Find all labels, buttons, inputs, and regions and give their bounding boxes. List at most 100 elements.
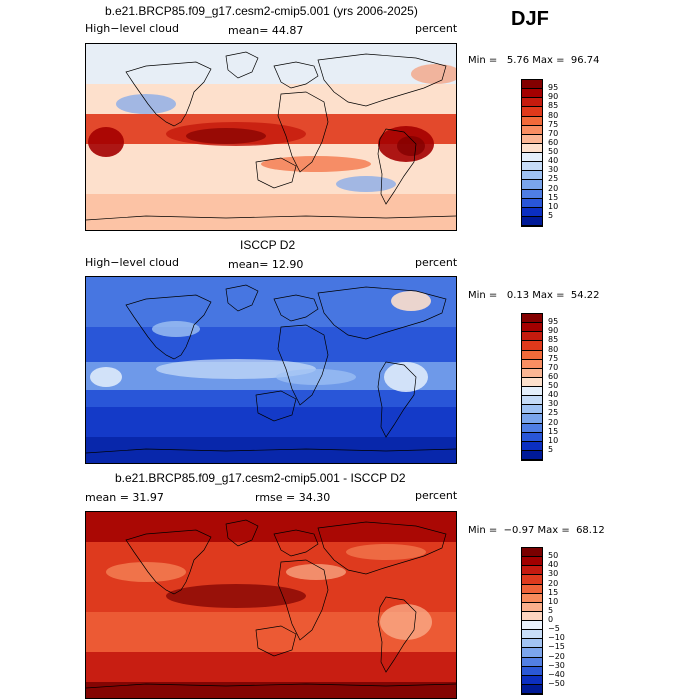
- colorbar-tick-label: 40: [548, 560, 559, 570]
- contour-region: [186, 128, 266, 144]
- coastline: [377, 361, 417, 438]
- panel2-map-svg: [86, 277, 456, 463]
- coastline: [86, 683, 456, 689]
- contour-region: [346, 544, 426, 560]
- panel2-mean-label: mean= 12.90: [228, 258, 304, 271]
- colorbar-swatch: [522, 405, 542, 415]
- colorbar-tick-label: −40: [548, 669, 565, 679]
- colorbar-tick-label: 15: [548, 426, 559, 436]
- colorbar-swatch: [522, 153, 542, 163]
- contour-region: [156, 359, 316, 379]
- colorbar-tick-label: 25: [548, 408, 559, 418]
- panel3-rmse-label: rmse = 34.30: [255, 491, 331, 504]
- colorbar-tick-label: 70: [548, 128, 559, 138]
- colorbar-tick-label: 50: [548, 147, 559, 156]
- colorbar-tick-label: 80: [548, 110, 559, 120]
- colorbar-tick-label: 15: [548, 192, 559, 202]
- colorbar-swatch: [522, 675, 542, 685]
- coastline: [225, 519, 259, 547]
- colorbar-tick-label: 5: [548, 444, 554, 454]
- contour-region: [397, 136, 425, 156]
- colorbar-swatch: [522, 180, 542, 190]
- panel1-title: b.e21.BRCP85.f09_g17.cesm2-cmip5.001 (yr…: [105, 4, 418, 18]
- colorbar-tick-label: 10: [548, 596, 559, 606]
- colorbar-swatch: [522, 630, 542, 640]
- panel3-map: [85, 511, 457, 699]
- colorbar-swatch: [522, 198, 542, 208]
- coastline: [86, 215, 456, 221]
- colorbar-tick-label: 50: [548, 381, 559, 390]
- contour-region: [391, 291, 431, 311]
- panel1-variable-label: High−level cloud: [85, 22, 179, 35]
- colorbar-tick-label: 95: [548, 83, 559, 93]
- contour-region: [384, 362, 428, 392]
- colorbar-tick-label: 95: [548, 317, 559, 327]
- colorbar-tick-label: −15: [548, 642, 565, 652]
- colorbar-swatch: [522, 377, 542, 387]
- colorbar-swatch: [522, 423, 542, 433]
- colorbar-swatch: [522, 359, 542, 369]
- colorbar-swatch: [522, 432, 542, 442]
- panel2-map: [85, 276, 457, 464]
- colorbar-tick-label: 90: [548, 92, 559, 102]
- panel3-minmax: Min = −0.97 Max = 68.12: [468, 525, 605, 536]
- coastline: [125, 529, 212, 595]
- coastline: [225, 284, 259, 312]
- colorbar-swatch: [522, 450, 542, 460]
- coastline: [317, 521, 447, 575]
- panel3-map-svg: [86, 512, 456, 698]
- coastline: [255, 625, 297, 657]
- contour-band: [86, 652, 456, 682]
- colorbar-strip: [521, 547, 543, 695]
- panel1-mean-label: mean= 44.87: [228, 24, 304, 37]
- panel2-units-label: percent: [415, 256, 458, 269]
- colorbar-tick-label: 20: [548, 417, 559, 427]
- contour-band: [86, 682, 456, 698]
- colorbar-swatch: [522, 314, 542, 324]
- contour-region: [336, 176, 396, 192]
- colorbar-tick-label: 5: [548, 210, 554, 220]
- colorbar-swatch: [522, 648, 542, 658]
- colorbar-swatch: [522, 441, 542, 451]
- colorbar-swatch: [522, 162, 542, 172]
- contour-band: [86, 512, 456, 542]
- contour-region: [261, 156, 371, 172]
- panel1-colorbar: 95 90 85 80 75 70 60 50 40 30 25 20 15 10 5: [521, 79, 558, 227]
- colorbar-tick-label: 70: [548, 362, 559, 372]
- colorbar-swatch: [522, 387, 542, 397]
- coastline: [125, 294, 212, 360]
- colorbar-tick-label: 30: [548, 569, 559, 579]
- colorbar-tick-label: −30: [548, 660, 565, 670]
- coastline: [317, 286, 447, 340]
- colorbar-swatch: [522, 368, 542, 378]
- colorbar-swatch: [522, 80, 542, 90]
- colorbar-swatch: [522, 341, 542, 351]
- colorbar-tick-label: 30: [548, 399, 559, 409]
- colorbar-swatch: [522, 684, 542, 694]
- contour-region: [380, 604, 432, 640]
- colorbar-swatch: [522, 189, 542, 199]
- coastline: [255, 157, 297, 189]
- colorbar-tick-label: 20: [548, 183, 559, 193]
- panel3-colorbar: 50 40 30 20 15 10 5 0 −5 −10 −15 −20 −30 −40 −50: [521, 547, 565, 695]
- coastline: [225, 51, 259, 79]
- coastline: [277, 559, 329, 641]
- colorbar-swatch: [522, 116, 542, 126]
- colorbar-swatch: [522, 216, 542, 226]
- colorbar-tick-label: 10: [548, 435, 559, 445]
- contour-region: [88, 127, 124, 157]
- panel3-title: b.e21.BRCP85.f09_g17.cesm2-cmip5.001 - I…: [115, 471, 406, 485]
- panel1-minmax: Min = 5.76 Max = 96.74: [468, 55, 600, 66]
- contour-region: [90, 367, 122, 387]
- colorbar-tick-label: 75: [548, 119, 559, 129]
- colorbar-tick-label: 90: [548, 326, 559, 336]
- colorbar-swatch: [522, 621, 542, 631]
- colorbar-tick-label: 60: [548, 137, 559, 147]
- season-label: DJF: [511, 8, 549, 30]
- colorbar-tick-label: 30: [548, 165, 559, 175]
- colorbar-tick-label: 80: [548, 344, 559, 354]
- colorbar-tick-label: 75: [548, 353, 559, 363]
- coastline: [277, 91, 329, 173]
- colorbar-tick-label: −5: [548, 624, 560, 634]
- contour-region: [166, 584, 306, 608]
